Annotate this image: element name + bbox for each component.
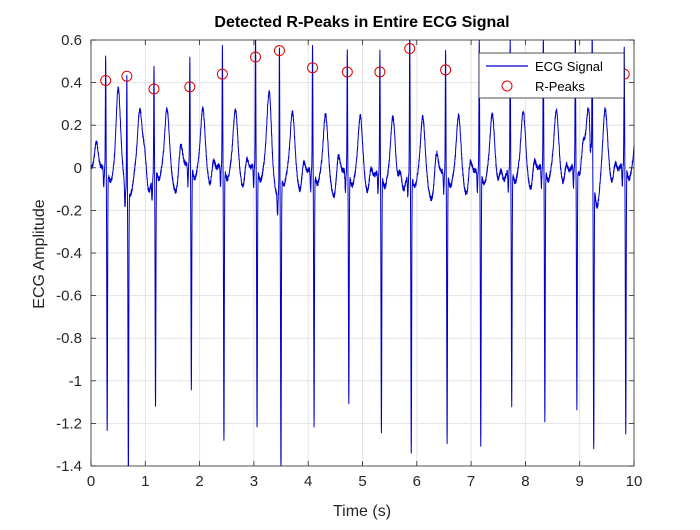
r-peak-marker [216,68,228,80]
y-tick-label: 0.2 [61,117,82,134]
legend-label-r-peaks: R-Peaks [535,79,585,94]
x-tick-label: 4 [304,473,312,490]
y-tick-label: -1.2 [56,415,82,432]
y-tick-label: 0.4 [61,75,82,92]
y-tick-label: -1.4 [56,458,82,475]
legend-box [478,52,625,99]
y-tick-label: -0.4 [56,245,82,262]
x-tick-label: 7 [467,473,475,490]
r-peak-marker [250,51,262,63]
x-tick-label: 9 [576,473,584,490]
legend-label-ecg-signal: ECG Signal [535,59,603,74]
legend-circle-swatch [501,80,513,92]
r-peak-marker [184,81,196,93]
r-peak-marker [148,83,160,95]
r-peak-marker [273,45,285,57]
r-peak-marker [100,74,112,86]
x-tick-label: 1 [141,473,149,490]
y-tick-label: -1 [69,373,82,390]
r-peak-marker [121,70,133,82]
x-tick-label: 2 [195,473,203,490]
y-tick-labels: -1.4 -1.2 -1 -0.8 -0.6 -0.4 -0.2 0 0.2 0.4 0.6 [56,32,82,475]
y-axis-label: ECG Amplitude [31,199,48,308]
r-peak-marker [404,43,416,55]
r-peak-marker [307,62,319,74]
y-tick-label: 0.6 [61,32,82,49]
r-peak-marker [341,66,353,78]
x-tick-label: 10 [626,473,643,490]
y-tick-label: -0.2 [56,202,82,219]
x-tick-label: 3 [250,473,258,490]
x-tick-label: 0 [87,473,95,490]
y-tick-label: 0 [74,160,82,177]
chart-title: Detected R-Peaks in Entire ECG Signal [214,14,509,31]
x-axis-label: Time (s) [333,503,391,520]
tick-marks [90,39,635,467]
x-tick-label: 8 [521,473,529,490]
y-tick-label: -0.6 [56,288,82,305]
y-tick-label: -0.8 [56,330,82,347]
legend: ECG Signal R-Peaks [478,52,625,99]
r-peak-marker [440,64,452,76]
r-peak-marker [374,66,386,78]
x-tick-labels: 0 1 2 3 4 5 6 7 8 9 10 [87,473,643,490]
x-tick-label: 6 [413,473,421,490]
x-tick-label: 5 [358,473,366,490]
